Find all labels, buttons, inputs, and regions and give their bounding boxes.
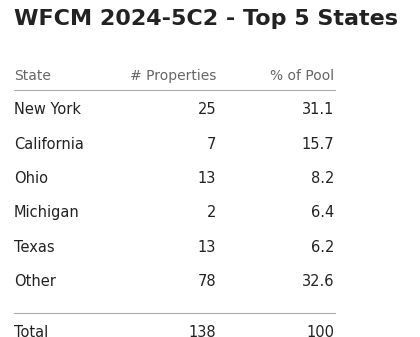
Text: 25: 25 bbox=[197, 102, 216, 118]
Text: 32.6: 32.6 bbox=[302, 274, 335, 289]
Text: Texas: Texas bbox=[14, 240, 55, 254]
Text: 8.2: 8.2 bbox=[311, 171, 335, 186]
Text: # Properties: # Properties bbox=[130, 69, 216, 83]
Text: 7: 7 bbox=[207, 137, 216, 152]
Text: 138: 138 bbox=[189, 325, 216, 337]
Text: 15.7: 15.7 bbox=[302, 137, 335, 152]
Text: Michigan: Michigan bbox=[14, 205, 80, 220]
Text: California: California bbox=[14, 137, 84, 152]
Text: 13: 13 bbox=[198, 171, 216, 186]
Text: 31.1: 31.1 bbox=[302, 102, 335, 118]
Text: 13: 13 bbox=[198, 240, 216, 254]
Text: Ohio: Ohio bbox=[14, 171, 48, 186]
Text: 6.4: 6.4 bbox=[311, 205, 335, 220]
Text: 2: 2 bbox=[207, 205, 216, 220]
Text: New York: New York bbox=[14, 102, 81, 118]
Text: % of Pool: % of Pool bbox=[270, 69, 335, 83]
Text: 6.2: 6.2 bbox=[311, 240, 335, 254]
Text: Other: Other bbox=[14, 274, 56, 289]
Text: 100: 100 bbox=[307, 325, 335, 337]
Text: WFCM 2024-5C2 - Top 5 States: WFCM 2024-5C2 - Top 5 States bbox=[14, 9, 398, 29]
Text: State: State bbox=[14, 69, 51, 83]
Text: Total: Total bbox=[14, 325, 48, 337]
Text: 78: 78 bbox=[197, 274, 216, 289]
